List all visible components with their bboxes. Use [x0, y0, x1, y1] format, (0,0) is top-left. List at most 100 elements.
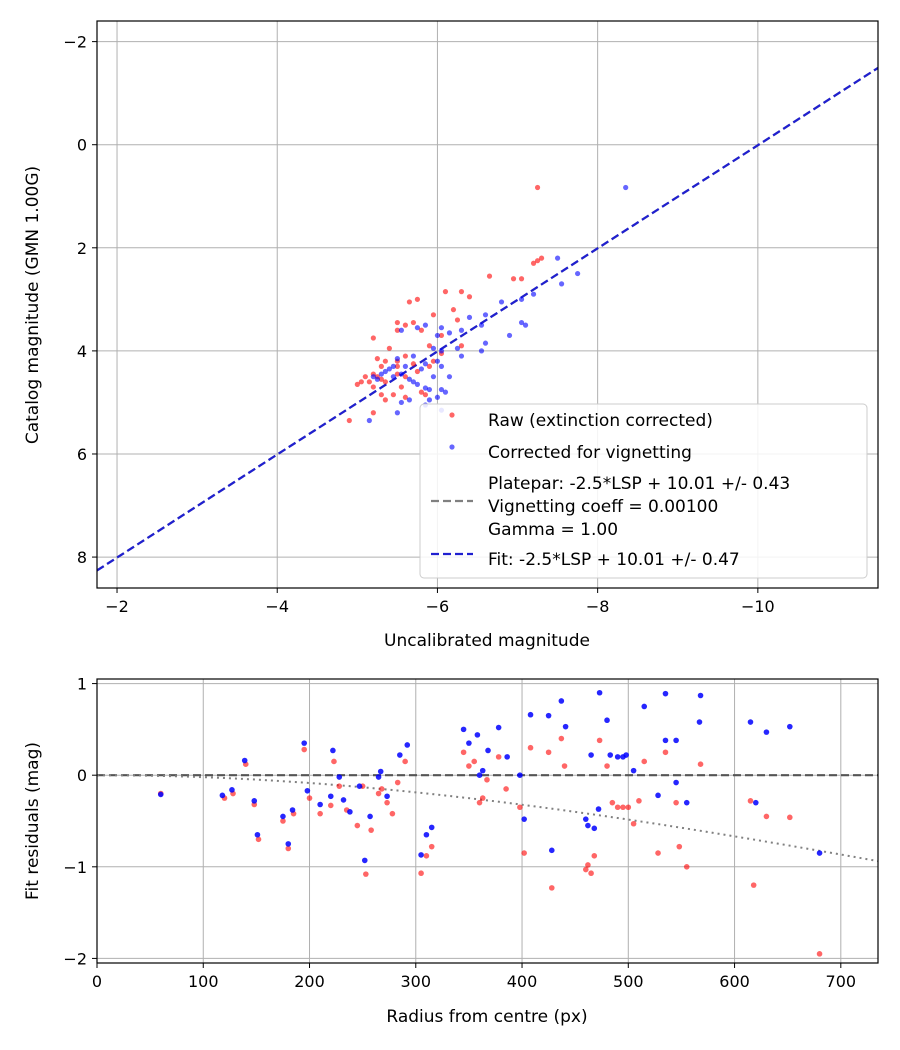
scatter-point	[575, 270, 581, 277]
top-x-tick-label: −4	[265, 597, 289, 616]
legend-box	[419, 403, 868, 579]
residual-point	[630, 767, 637, 774]
top-x-axis-label: Uncalibrated magnitude	[384, 631, 590, 651]
scatter-point	[394, 371, 400, 377]
residual-point	[285, 841, 292, 847]
top-fit-lines	[96, 66, 879, 572]
residual-point	[327, 793, 334, 800]
scatter-point	[390, 374, 396, 380]
bottom-y-tick-label: −2	[63, 949, 87, 968]
scatter-point	[426, 397, 433, 403]
residual-point	[384, 799, 390, 806]
scatter-point	[358, 379, 364, 385]
residual-point	[582, 866, 589, 873]
scatter-point	[422, 361, 429, 367]
scatter-point	[346, 417, 352, 424]
scatter-point	[442, 389, 449, 395]
residual-point	[591, 853, 598, 859]
scatter-point	[378, 363, 384, 369]
top-x-tick-label: −6	[426, 597, 450, 616]
scatter-point	[466, 294, 473, 300]
residual-point	[479, 795, 486, 801]
top-y-tick-label: −2	[63, 33, 87, 52]
residual-point	[479, 767, 486, 774]
residual-point	[289, 807, 296, 813]
residual-point	[485, 747, 491, 754]
residual-point	[609, 799, 616, 806]
residual-point	[327, 802, 334, 809]
residual-point	[428, 824, 435, 831]
scatter-point	[482, 340, 489, 346]
residual-point	[423, 831, 430, 838]
residual-point	[596, 737, 603, 744]
bottom-tick-labels: 0 100 200 300 400 500 600 700 −2 −1 0 1	[63, 675, 856, 991]
residual-point	[460, 749, 467, 756]
residual-point	[384, 793, 390, 800]
scatter-point	[434, 358, 441, 364]
scatter-point	[418, 389, 425, 395]
residual-point	[460, 726, 467, 733]
scatter-point	[430, 374, 437, 380]
scatter-point	[446, 330, 453, 336]
residual-point	[495, 754, 502, 760]
residual-point	[585, 862, 591, 868]
bottom-y-tick-label: −1	[63, 858, 87, 877]
residual-point	[521, 850, 527, 856]
residual-point	[504, 754, 510, 760]
residual-point	[548, 885, 555, 891]
scatter-point	[394, 410, 400, 416]
scatter-point	[530, 291, 537, 297]
scatter-point	[478, 348, 485, 354]
scatter-point	[418, 366, 425, 372]
top-y-tick-label: 2	[77, 239, 87, 258]
residual-point	[219, 792, 226, 799]
bottom-y-axis-label: Fit residuals (mag)	[23, 742, 43, 900]
vignetting-curve	[96, 774, 879, 863]
residual-point	[517, 804, 523, 811]
bottom-scatter-points	[157, 689, 823, 957]
scatter-point	[446, 374, 453, 380]
residual-point	[418, 870, 424, 877]
residual-point	[363, 871, 369, 877]
residual-point	[697, 761, 704, 767]
residual-point	[787, 723, 793, 730]
top-x-tick-label: −8	[586, 597, 610, 616]
residual-point	[254, 831, 261, 838]
scatter-point	[426, 363, 433, 369]
residual-point	[816, 850, 823, 856]
scatter-point	[402, 322, 408, 328]
scatter-point	[458, 343, 465, 349]
scatter-point	[398, 327, 404, 333]
scatter-point	[366, 417, 372, 424]
residual-point	[614, 804, 621, 811]
residual-point	[548, 847, 555, 854]
scatter-point	[402, 353, 408, 359]
top-chart: −2 −4 −6 −8 −10 −2 0 2 4 6 8 Uncalibrated magnitud…	[23, 20, 879, 651]
residual-point	[673, 799, 679, 806]
scatter-point	[510, 276, 517, 282]
scatter-point	[414, 325, 421, 331]
scatter-point	[434, 394, 441, 400]
bottom-plot-frame	[96, 678, 879, 964]
scatter-point	[450, 307, 457, 313]
legend-entry-label: Gamma = 1.00	[488, 520, 618, 540]
residual-point	[476, 772, 483, 778]
residual-point	[340, 797, 347, 803]
residual-point	[280, 818, 286, 824]
scatter-point	[402, 363, 408, 369]
scatter-point	[378, 376, 384, 382]
scatter-point	[558, 281, 565, 287]
residual-point	[404, 742, 411, 748]
fit-line	[96, 66, 879, 572]
top-legend: Raw (extinction corrected) Corrected for …	[419, 403, 868, 579]
residual-point	[361, 857, 368, 864]
scatter-point	[434, 332, 441, 339]
legend-marker	[449, 412, 455, 418]
residual-point	[595, 806, 602, 812]
residual-point	[157, 791, 164, 798]
residual-point	[625, 804, 632, 811]
residual-point	[423, 853, 430, 859]
residual-point	[623, 752, 629, 758]
scatter-point	[522, 322, 529, 328]
